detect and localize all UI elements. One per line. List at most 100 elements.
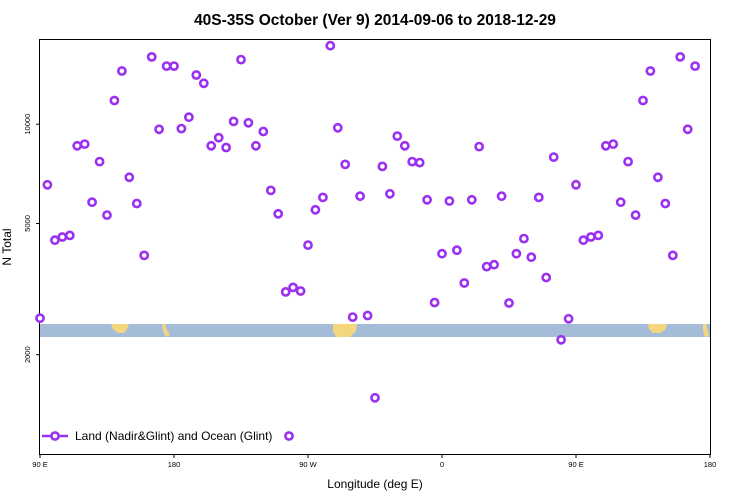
land-australia	[111, 324, 129, 333]
data-point	[667, 250, 678, 261]
legend: Land (Nadir&Glint) and Ocean (Glint)	[42, 429, 294, 443]
data-point	[228, 116, 239, 127]
data-point	[638, 95, 648, 106]
y-axis: 2000 5000 10000	[23, 114, 40, 363]
data-point	[399, 140, 410, 151]
data-point	[109, 95, 120, 106]
data-point	[682, 124, 693, 135]
legend-label: Land (Nadir&Glint) and Ocean (Glint)	[75, 429, 272, 443]
data-point	[131, 198, 142, 209]
data-point	[250, 140, 261, 151]
data-point	[481, 261, 492, 272]
y-axis-label: N Total	[0, 228, 14, 265]
land-south-america	[333, 324, 357, 337]
map-strip	[40, 324, 710, 337]
data-point	[675, 52, 686, 62]
x-tick-label: 0	[440, 460, 444, 469]
x-tick-label: 90 E	[568, 460, 583, 469]
data-point	[429, 297, 440, 308]
data-point	[578, 235, 589, 246]
data-point	[340, 159, 351, 170]
data-point	[198, 78, 209, 89]
x-tick-label: 180	[704, 460, 717, 469]
y-tick-label: 10000	[23, 114, 32, 135]
data-point	[630, 210, 641, 220]
data-point	[459, 278, 470, 288]
data-point	[653, 172, 663, 183]
data-point	[183, 112, 194, 123]
data-point	[79, 139, 90, 149]
data-point	[541, 272, 552, 283]
data-point	[325, 40, 336, 51]
data-point	[117, 66, 127, 76]
data-point	[615, 197, 626, 208]
legend-end-marker	[284, 431, 294, 441]
ocean-band	[40, 324, 710, 337]
data-point	[57, 232, 68, 242]
data-point	[444, 196, 455, 206]
data-point	[176, 123, 187, 134]
data-point	[623, 156, 633, 167]
data-point	[169, 61, 179, 71]
data-point	[563, 313, 574, 324]
x-axis: 90 E 180 90 W 0 90 E 180	[32, 454, 716, 469]
data-point	[422, 194, 432, 205]
data-point	[273, 208, 284, 219]
data-point	[146, 52, 157, 62]
land-new-zealand-repeat	[703, 324, 709, 337]
data-point	[526, 252, 537, 263]
data-point	[317, 192, 328, 203]
data-point	[645, 66, 656, 76]
data-point	[347, 312, 358, 322]
data-point	[608, 139, 619, 149]
data-point	[466, 194, 477, 205]
data-point	[243, 117, 254, 128]
data-points	[35, 40, 700, 403]
data-point	[593, 230, 604, 241]
data-point	[370, 392, 380, 403]
data-point	[660, 198, 671, 209]
data-point	[556, 334, 566, 345]
x-tick-label: 90 E	[32, 460, 47, 469]
data-point	[474, 141, 485, 152]
legend-marker	[50, 431, 60, 441]
data-point	[50, 235, 60, 246]
land-new-zealand	[162, 324, 170, 337]
data-point	[213, 132, 224, 143]
data-point	[64, 230, 75, 241]
data-point	[519, 233, 529, 244]
data-point	[332, 122, 343, 133]
data-point	[94, 156, 105, 167]
plot-frame	[39, 39, 711, 455]
data-point	[600, 140, 611, 151]
data-point	[154, 124, 164, 135]
data-point	[310, 204, 321, 215]
data-point	[35, 313, 45, 324]
data-point	[496, 191, 507, 202]
data-point	[533, 192, 544, 203]
data-point	[236, 54, 246, 65]
data-point	[548, 152, 559, 162]
data-point	[489, 259, 499, 270]
data-point	[407, 156, 418, 167]
data-point	[124, 172, 135, 183]
data-point	[303, 240, 313, 250]
x-tick-label: 180	[168, 460, 181, 469]
data-point	[690, 61, 700, 71]
data-point	[258, 126, 269, 137]
data-point	[221, 142, 231, 153]
data-point	[355, 191, 365, 202]
data-point	[362, 310, 373, 321]
data-point	[102, 210, 112, 220]
data-point	[571, 179, 581, 190]
data-point	[206, 140, 217, 151]
data-point	[451, 245, 462, 256]
data-point	[384, 188, 395, 199]
data-point	[191, 70, 202, 80]
y-tick-label: 5000	[23, 215, 32, 232]
data-point	[280, 286, 291, 297]
data-point	[288, 282, 298, 293]
x-tick-label: 90 W	[299, 460, 317, 469]
data-point	[265, 185, 276, 196]
